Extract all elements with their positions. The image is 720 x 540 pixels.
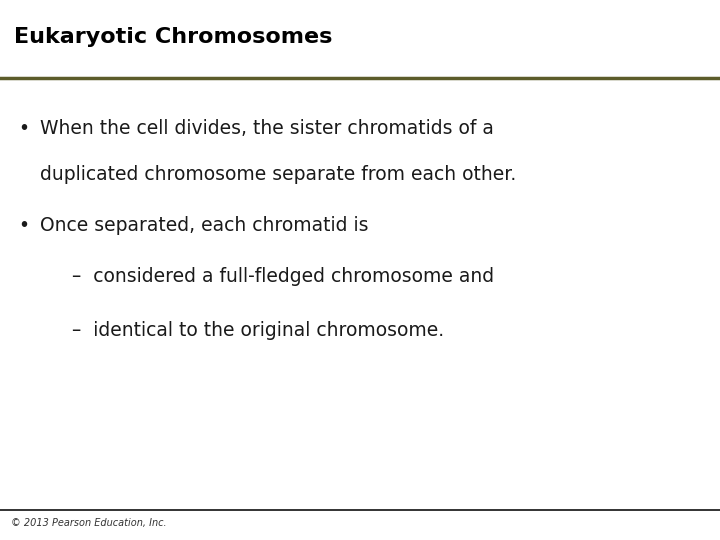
Text: duplicated chromosome separate from each other.: duplicated chromosome separate from each… (40, 165, 516, 184)
Text: Once separated, each chromatid is: Once separated, each chromatid is (40, 216, 368, 235)
Text: When the cell divides, the sister chromatids of a: When the cell divides, the sister chroma… (40, 119, 493, 138)
Text: Eukaryotic Chromosomes: Eukaryotic Chromosomes (14, 27, 333, 47)
Text: •: • (18, 119, 29, 138)
Text: © 2013 Pearson Education, Inc.: © 2013 Pearson Education, Inc. (11, 518, 166, 529)
Text: –  identical to the original chromosome.: – identical to the original chromosome. (72, 321, 444, 340)
Text: •: • (18, 216, 29, 235)
Text: –  considered a full-fledged chromosome and: – considered a full-fledged chromosome a… (72, 267, 494, 286)
